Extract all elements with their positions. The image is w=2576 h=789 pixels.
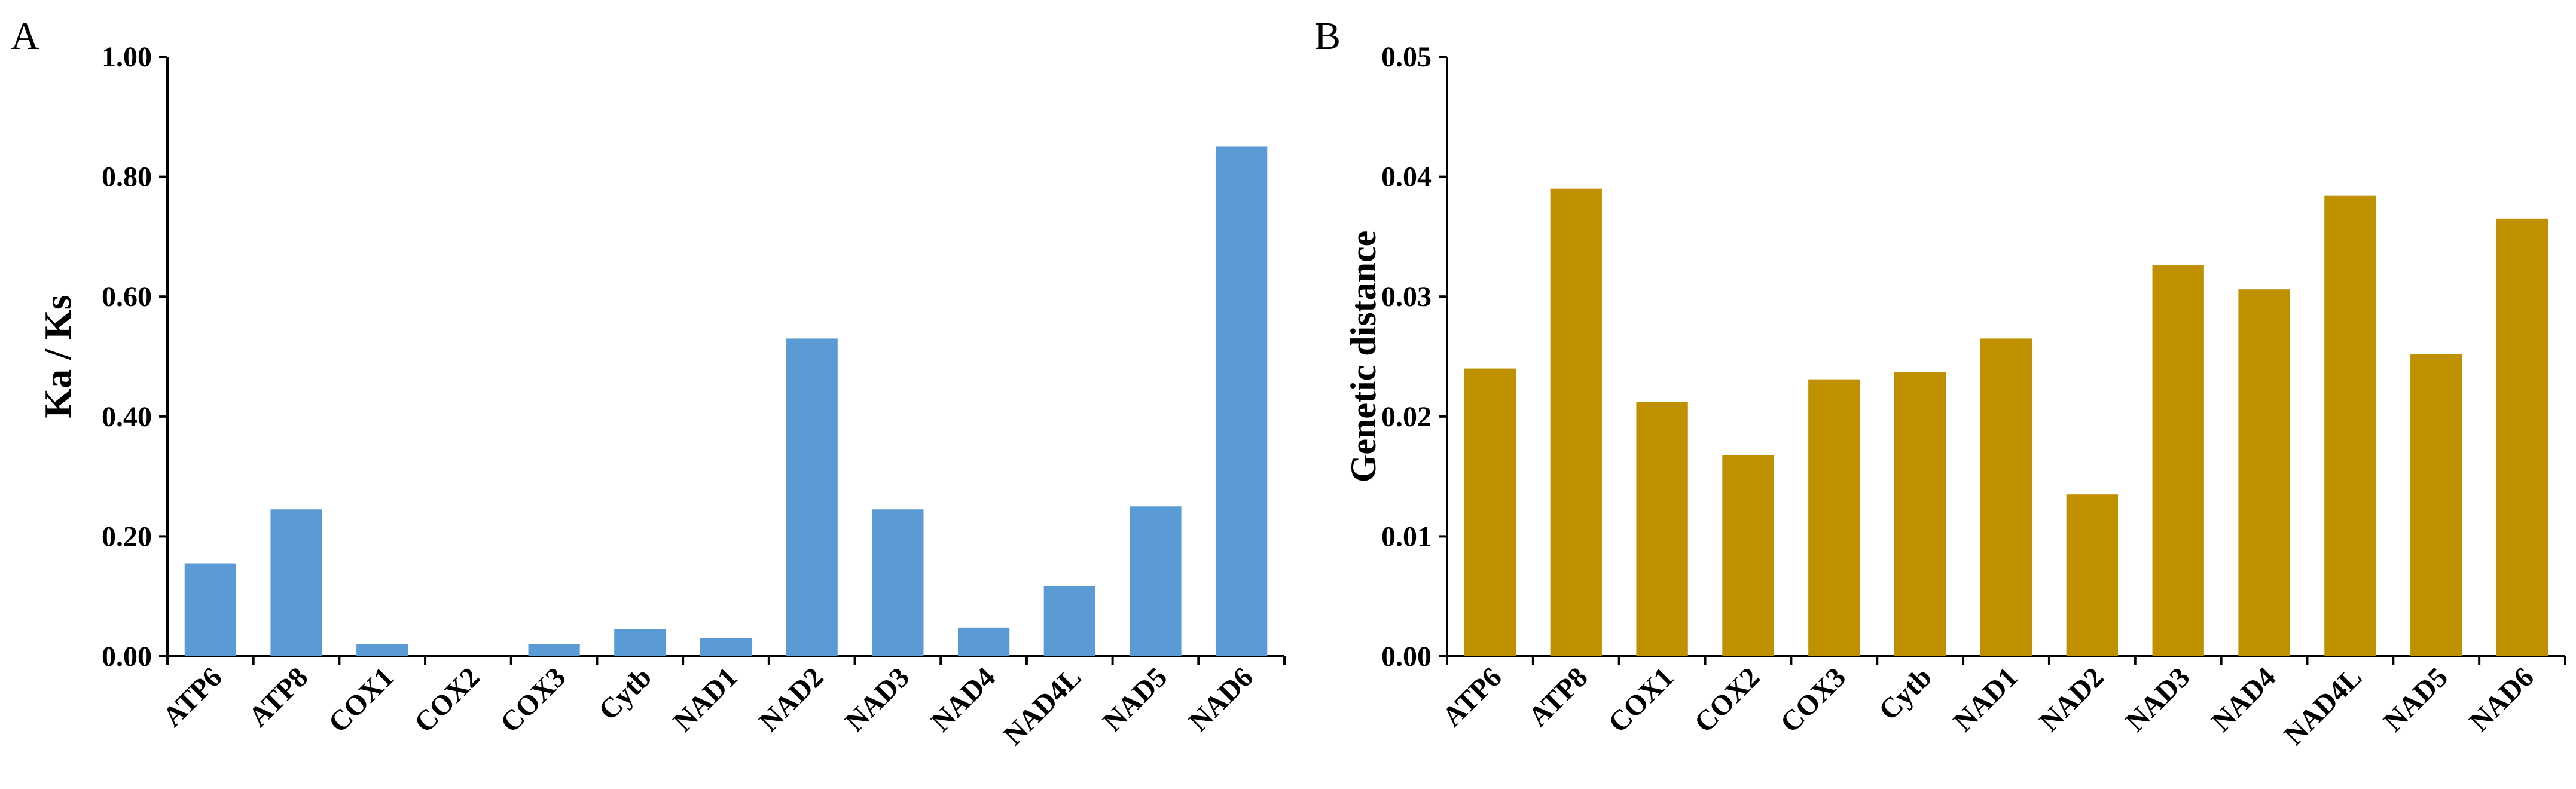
y-tick-label: 0.00 (1381, 641, 1432, 672)
bar-nad1 (700, 638, 752, 656)
x-tick-label: NAD4L (997, 661, 1088, 751)
y-tick-label: 0.40 (102, 401, 152, 433)
bar-atp8 (1550, 188, 1602, 656)
bar-nad2 (786, 338, 838, 656)
x-tick-label: NAD1 (667, 661, 744, 738)
y-axis-label: Ka / Ks (36, 295, 79, 418)
x-tick-label: NAD5 (2377, 661, 2454, 738)
x-tick-label: COX2 (408, 661, 486, 739)
bar-nad4l (2324, 195, 2376, 656)
x-tick-label: NAD4L (2278, 661, 2369, 751)
y-tick-label: 0.01 (1381, 521, 1432, 552)
bar-nad6 (1216, 146, 1268, 656)
x-tick-label: COX3 (495, 661, 572, 739)
x-tick-label: ATP8 (1522, 661, 1594, 733)
y-tick-label: 0.03 (1381, 281, 1432, 313)
bar-cox3 (1808, 379, 1860, 656)
panel-a-letter: A (11, 14, 39, 58)
y-tick-label: 1.00 (102, 41, 152, 73)
bar-atp6 (1464, 368, 1516, 656)
x-tick-label: NAD4 (2205, 661, 2282, 738)
panel-b-letter: B (1314, 14, 1341, 58)
bar-nad5 (1130, 506, 1182, 656)
bar-cox3 (528, 644, 580, 656)
bar-nad4 (957, 627, 1010, 656)
y-tick-label: 0.02 (1381, 401, 1432, 433)
x-tick-label: COX1 (322, 661, 400, 739)
x-tick-label: Cytb (1873, 661, 1938, 726)
bar-nad4l (1043, 586, 1095, 656)
bar-nad5 (2410, 354, 2462, 656)
bar-cox1 (1636, 402, 1688, 656)
x-tick-label: NAD6 (1183, 661, 1259, 738)
x-tick-label: ATP6 (1436, 661, 1508, 733)
bar-nad1 (1980, 338, 2032, 656)
y-tick-label: 0.05 (1381, 41, 1432, 73)
bar-nad3 (2152, 265, 2204, 656)
panel-b-chart: 0.00 0.01 0.02 0.03 0.04 0.05 Genetic distance… (1344, 41, 2566, 751)
x-tick-label: NAD6 (2464, 661, 2540, 738)
y-tick-label: 0.80 (102, 161, 152, 193)
x-tick-label: NAD1 (1948, 661, 2024, 738)
bar-cytb (614, 629, 666, 656)
x-tick-label: COX3 (1774, 661, 1852, 739)
x-tick-label: Cytb (593, 661, 658, 726)
bar-atp6 (184, 563, 236, 656)
bar-cytb (1894, 372, 1946, 656)
x-tick-label: NAD5 (1097, 661, 1173, 738)
x-tick-label: ATP6 (157, 661, 228, 733)
x-tick-label: ATP8 (243, 661, 315, 733)
y-tick-label: 0.00 (102, 641, 152, 672)
x-tick-label: COX2 (1688, 661, 1766, 739)
y-axis-label: Genetic distance (1344, 231, 1383, 483)
x-tick-label: NAD2 (2034, 661, 2110, 738)
x-tick-label: NAD2 (753, 661, 829, 738)
bar-nad4 (2238, 289, 2290, 656)
bar-nad6 (2496, 218, 2548, 656)
bar-cox1 (356, 644, 408, 656)
x-tick-label: NAD3 (839, 661, 915, 738)
bar-atp8 (270, 509, 322, 656)
bar-cox2 (1722, 454, 1774, 656)
bar-nad3 (872, 509, 924, 656)
y-tick-label: 0.20 (102, 521, 152, 552)
bar-nad2 (2066, 494, 2118, 656)
y-tick-label: 0.04 (1381, 161, 1432, 193)
x-tick-label: NAD4 (925, 661, 1002, 738)
y-tick-label: 0.60 (102, 281, 152, 313)
x-tick-label: COX1 (1603, 661, 1680, 739)
x-tick-label: NAD3 (2119, 661, 2196, 738)
